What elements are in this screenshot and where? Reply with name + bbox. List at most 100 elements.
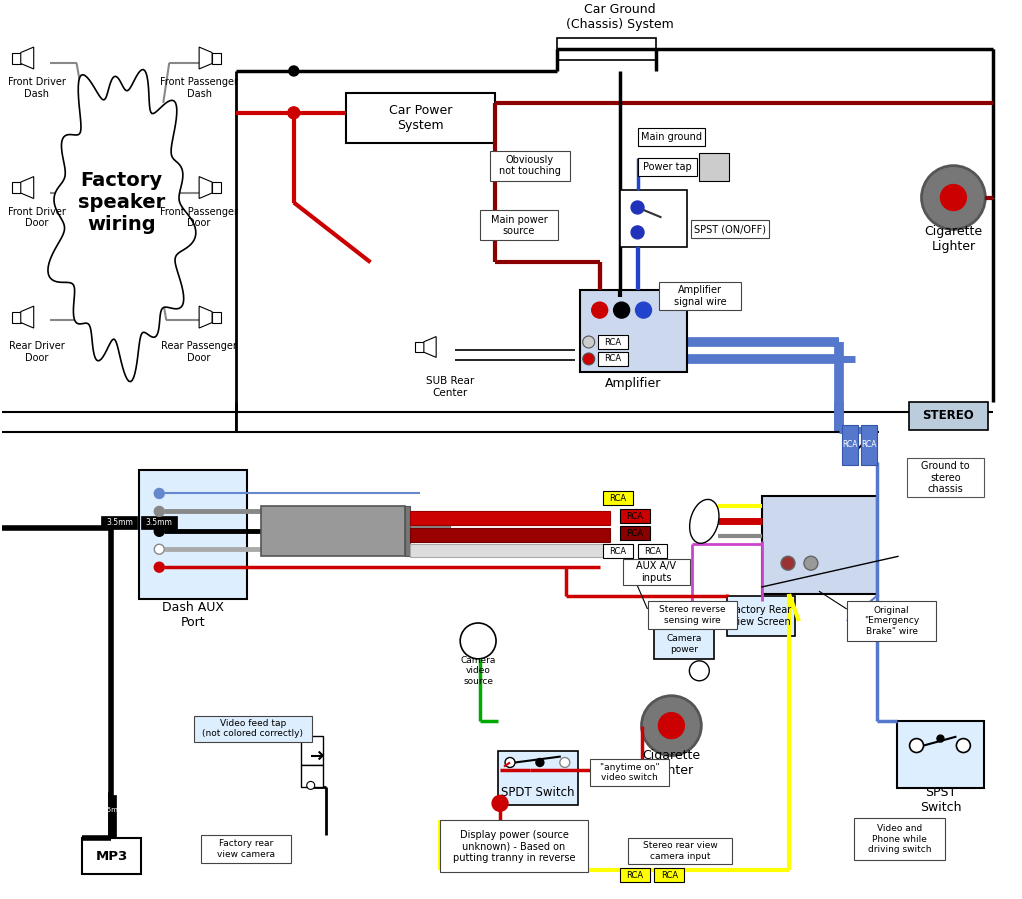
Bar (411, 512, 610, 525)
Text: AUX A/V
inputs: AUX A/V inputs (637, 561, 677, 583)
Circle shape (658, 713, 685, 739)
Circle shape (631, 226, 644, 239)
Bar (619, 526, 650, 540)
Bar (406, 516, 451, 530)
Text: 3.5mm: 3.5mm (106, 518, 133, 527)
Text: Original
"Emergency
Brake" wire: Original "Emergency Brake" wire (864, 606, 919, 636)
Circle shape (536, 759, 544, 767)
Polygon shape (199, 176, 213, 199)
Bar (603, 492, 633, 505)
Text: RCA: RCA (604, 337, 621, 346)
Bar (628, 838, 732, 864)
Polygon shape (12, 312, 20, 323)
Bar (82, 838, 141, 874)
Bar (300, 735, 323, 765)
Text: MP3: MP3 (95, 850, 128, 863)
Text: RCA: RCA (861, 441, 877, 450)
Circle shape (154, 488, 165, 498)
Bar (406, 506, 411, 556)
Polygon shape (20, 307, 34, 328)
Bar (648, 601, 737, 629)
Bar (619, 868, 650, 882)
Text: 3.5mm: 3.5mm (100, 807, 125, 814)
Bar (847, 601, 936, 641)
Polygon shape (12, 52, 20, 64)
Text: Main power
source: Main power source (491, 215, 548, 236)
Bar (300, 765, 323, 788)
Circle shape (154, 544, 165, 555)
Polygon shape (12, 182, 20, 193)
Text: Car Power
System: Car Power System (388, 103, 452, 132)
Text: Rear Passenger
Door: Rear Passenger Door (161, 341, 237, 363)
Bar (654, 868, 685, 882)
Bar (659, 282, 741, 310)
Text: RCA: RCA (661, 870, 678, 879)
Bar (638, 544, 667, 558)
Text: RCA: RCA (604, 354, 621, 363)
Circle shape (288, 107, 299, 119)
Bar (691, 220, 770, 238)
Text: Rear Driver
Door: Rear Driver Door (9, 341, 64, 363)
Bar (896, 721, 984, 788)
Bar (728, 596, 795, 636)
Ellipse shape (690, 500, 718, 543)
Text: STEREO: STEREO (923, 409, 974, 423)
Bar (440, 820, 588, 872)
Text: Factory Rear
View Screen: Factory Rear View Screen (731, 605, 792, 627)
Text: Camera
video
source: Camera video source (461, 656, 496, 686)
Text: RCA: RCA (626, 512, 643, 521)
Polygon shape (415, 342, 424, 352)
Text: RCA: RCA (609, 547, 626, 556)
Bar (619, 190, 688, 247)
Bar (853, 818, 945, 860)
Bar (498, 751, 577, 806)
Bar (261, 506, 406, 556)
Circle shape (583, 353, 595, 365)
Text: Factory
speaker
wiring: Factory speaker wiring (78, 171, 165, 234)
Bar (480, 210, 558, 240)
Text: Amplifier: Amplifier (605, 378, 662, 390)
Bar (762, 496, 877, 594)
Polygon shape (199, 47, 213, 69)
Polygon shape (424, 336, 436, 358)
Text: Front Passenger
Dash: Front Passenger Dash (160, 77, 238, 99)
Bar (598, 335, 628, 349)
Bar (345, 93, 495, 143)
Text: RCA: RCA (644, 547, 661, 556)
Bar (411, 544, 610, 557)
Circle shape (154, 506, 165, 516)
Bar (590, 759, 669, 787)
Text: Video and
Phone while
driving switch: Video and Phone while driving switch (868, 824, 931, 854)
Text: Car Ground
(Chassis) System: Car Ground (Chassis) System (566, 4, 673, 31)
Text: RCA: RCA (626, 870, 643, 879)
Text: Dash AUX
Port: Dash AUX Port (162, 601, 224, 629)
Text: Front Driver
Dash: Front Driver Dash (8, 77, 65, 99)
Bar (194, 716, 312, 742)
Text: SPDT Switch: SPDT Switch (501, 786, 574, 799)
Text: Display power (source
unknown) - Based on
putting tranny in reverse: Display power (source unknown) - Based o… (453, 830, 575, 863)
Circle shape (690, 661, 709, 681)
Bar (108, 796, 117, 838)
Text: Factory rear
view camera: Factory rear view camera (217, 840, 275, 859)
Bar (557, 38, 656, 60)
Text: "anytime on"
video switch: "anytime on" video switch (600, 762, 659, 782)
Bar (139, 469, 247, 599)
Text: Front Passenger
Door: Front Passenger Door (160, 207, 238, 228)
Bar (491, 151, 570, 181)
Text: Stereo reverse
sensing wire: Stereo reverse sensing wire (659, 605, 726, 625)
Circle shape (505, 758, 515, 768)
Text: RCA: RCA (626, 529, 643, 538)
Text: Cigarette
Lighter: Cigarette Lighter (643, 750, 700, 778)
Circle shape (154, 562, 165, 572)
Bar (603, 544, 633, 558)
Circle shape (804, 556, 818, 570)
Text: RCA: RCA (609, 494, 626, 503)
Circle shape (940, 184, 967, 210)
Circle shape (631, 201, 644, 214)
Bar (619, 510, 650, 523)
Bar (842, 424, 857, 465)
Polygon shape (199, 307, 213, 328)
Bar (638, 128, 705, 146)
Circle shape (154, 526, 165, 537)
Circle shape (492, 796, 508, 811)
